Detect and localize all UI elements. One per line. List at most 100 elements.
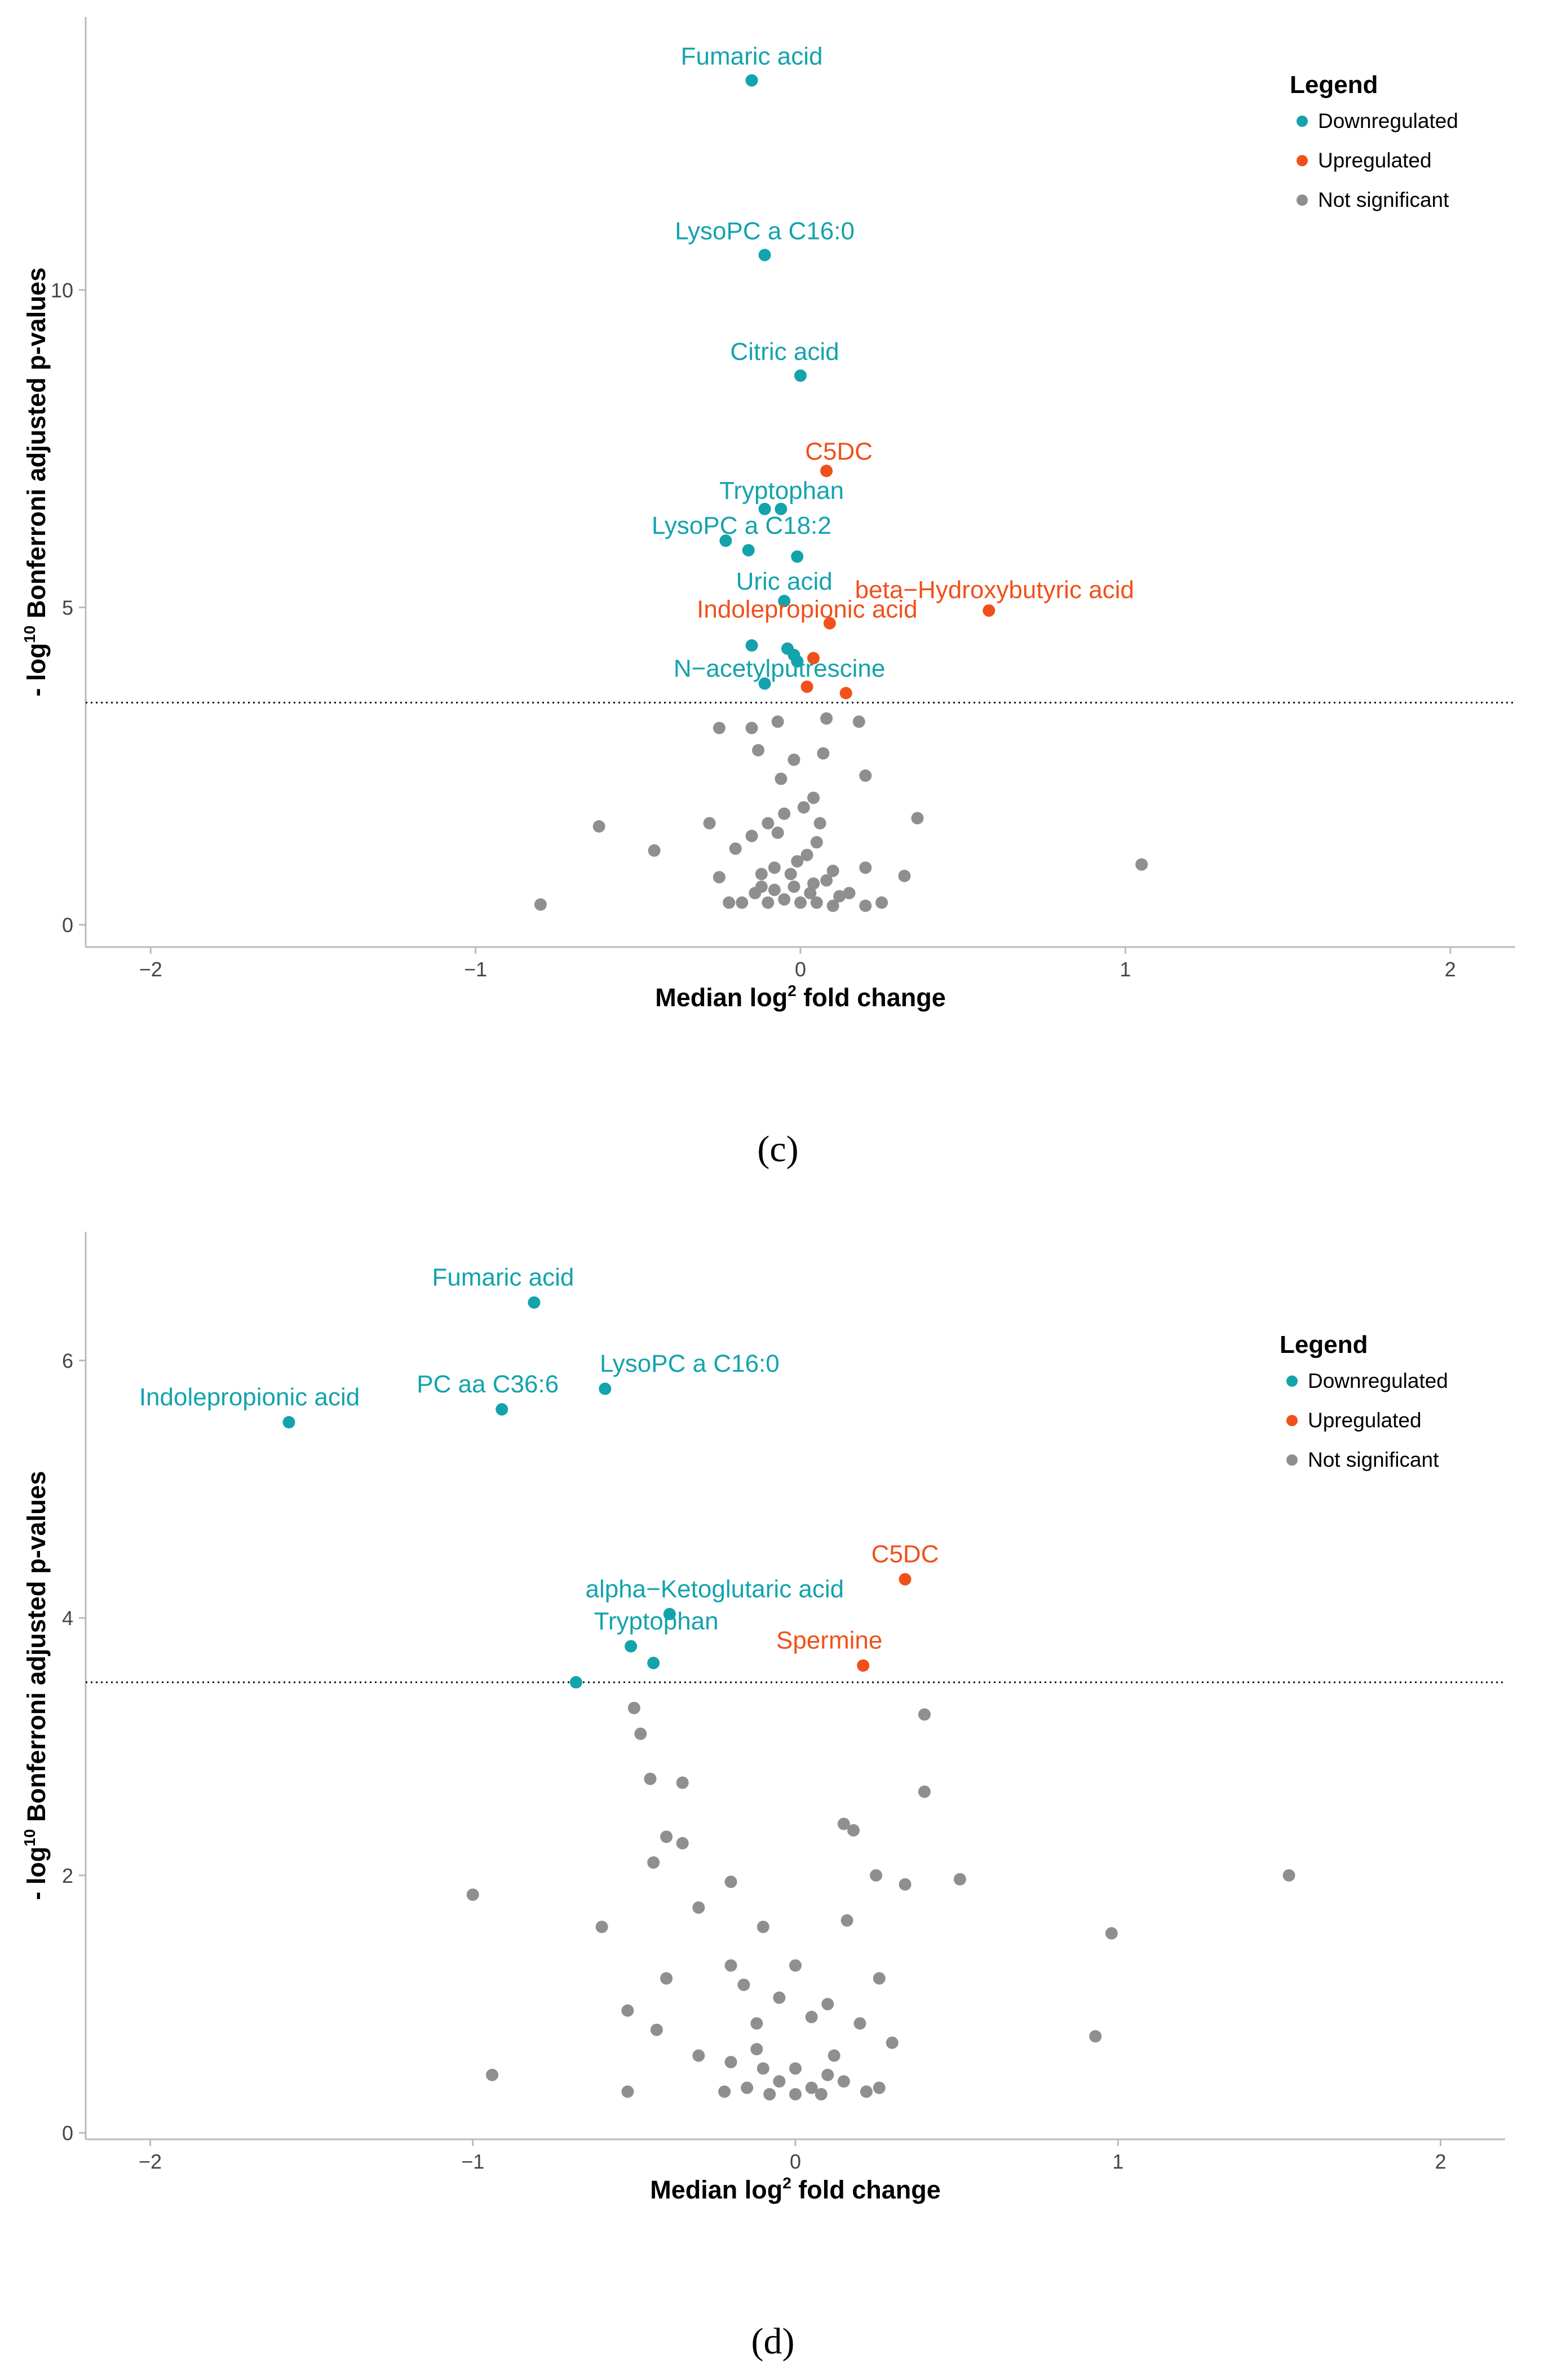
- upregulated-point: [983, 604, 996, 617]
- legend-swatch-upregulated: [1286, 1415, 1298, 1426]
- not-significant-point: [752, 744, 765, 757]
- y-axis-title: - log10 Bonferroni adjusted p-values: [21, 1471, 51, 1900]
- not-significant-point: [595, 1921, 608, 1934]
- legend-swatch-not-significant: [1286, 1454, 1298, 1466]
- upregulated-point: [839, 687, 852, 700]
- not-significant-point: [755, 881, 768, 893]
- y-tick-label: 4: [62, 1607, 73, 1630]
- downregulated-point: [775, 502, 788, 515]
- not-significant-point: [724, 2055, 737, 2068]
- not-significant-point: [847, 1824, 860, 1837]
- not-significant-point: [813, 817, 826, 830]
- y-tick-label: 2: [62, 1864, 73, 1887]
- not-significant-point: [873, 1972, 886, 1985]
- not-significant-point: [676, 1837, 689, 1850]
- not-significant-point: [886, 2036, 899, 2049]
- not-significant-point: [768, 883, 781, 896]
- not-significant-point: [724, 1875, 737, 1888]
- not-significant-point: [794, 896, 807, 909]
- not-significant-point: [534, 898, 547, 911]
- not-significant-point: [898, 869, 911, 882]
- not-significant-point: [843, 887, 856, 900]
- point-label: Citric acid: [730, 338, 839, 365]
- not-significant-point: [756, 2062, 769, 2075]
- not-significant-point: [755, 868, 768, 881]
- upregulated-point: [899, 1573, 912, 1586]
- not-significant-point: [788, 881, 800, 893]
- not-significant-point: [789, 2088, 802, 2101]
- legend-entry-downregulated: Downregulated: [1318, 109, 1458, 132]
- not-significant-point: [807, 877, 820, 890]
- legend-entry-not-significant: Not significant: [1308, 1448, 1439, 1471]
- not-significant-point: [859, 861, 872, 874]
- x-tick-label: −2: [139, 958, 162, 981]
- point-label: C5DC: [871, 1541, 939, 1568]
- not-significant-point: [953, 1873, 966, 1886]
- not-significant-point: [815, 2088, 828, 2101]
- not-significant-point: [828, 2049, 840, 2062]
- x-tick-label: −2: [139, 2150, 162, 2173]
- not-significant-point: [745, 722, 758, 735]
- point-label: LysoPC a C18:2: [652, 512, 831, 539]
- x-tick-label: 0: [790, 2150, 801, 2173]
- not-significant-point: [837, 1817, 850, 1830]
- not-significant-point: [741, 2081, 754, 2094]
- not-significant-point: [837, 2075, 850, 2088]
- y-tick-label: 6: [62, 1349, 73, 1372]
- point-label: Indolepropionic acid: [139, 1383, 360, 1411]
- not-significant-point: [789, 2062, 802, 2075]
- not-significant-point: [899, 1878, 912, 1891]
- legend-entry-downregulated: Downregulated: [1308, 1369, 1448, 1392]
- not-significant-point: [775, 772, 788, 785]
- not-significant-point: [771, 715, 784, 728]
- not-significant-point: [875, 896, 888, 909]
- not-significant-point: [647, 1856, 660, 1869]
- not-significant-point: [771, 826, 784, 839]
- not-significant-point: [873, 2081, 886, 2094]
- legend-title: Legend: [1280, 1331, 1368, 1359]
- x-axis-title: Median log2 fold change: [655, 982, 946, 1012]
- legend-entry-upregulated: Upregulated: [1308, 1409, 1422, 1432]
- point-label: alpha−Ketoglutaric acid: [585, 1575, 844, 1603]
- upregulated-point: [823, 617, 836, 630]
- upregulated-point: [820, 465, 833, 477]
- not-significant-point: [1282, 1869, 1295, 1882]
- not-significant-point: [466, 1888, 479, 1901]
- not-significant-point: [791, 855, 804, 868]
- legend-swatch-not-significant: [1297, 194, 1308, 206]
- x-axis-title: Median log2 fold change: [650, 2174, 941, 2204]
- downregulated-point: [758, 677, 771, 690]
- x-tick-label: 2: [1445, 958, 1456, 981]
- point-label: Spermine: [776, 1627, 882, 1655]
- downregulated-point: [794, 369, 807, 382]
- downregulated-point: [745, 639, 758, 652]
- not-significant-point: [860, 2085, 873, 2098]
- point-label: beta−Hydroxybutyric acid: [855, 576, 1134, 604]
- not-significant-point: [797, 801, 810, 814]
- not-significant-point: [756, 1921, 769, 1934]
- not-significant-point: [821, 2068, 834, 2081]
- legend: Legend Downregulated Upregulated Not signif…: [1280, 1331, 1448, 1471]
- legend-title: Legend: [1290, 71, 1378, 99]
- not-significant-point: [762, 896, 775, 909]
- not-significant-point: [692, 2049, 705, 2062]
- not-significant-point: [650, 2023, 663, 2036]
- point-label: Fumaric acid: [432, 1264, 574, 1291]
- not-significant-point: [820, 874, 833, 887]
- not-significant-point: [676, 1776, 689, 1789]
- point-label: C5DC: [805, 437, 873, 465]
- not-significant-point: [870, 1869, 883, 1882]
- not-significant-point: [911, 812, 924, 825]
- not-significant-point: [703, 817, 716, 830]
- y-tick-label: 10: [51, 278, 73, 302]
- upregulated-point: [807, 652, 820, 665]
- not-significant-point: [804, 887, 817, 900]
- not-significant-point: [817, 747, 830, 760]
- not-significant-point: [807, 791, 820, 804]
- not-significant-point: [750, 2043, 763, 2056]
- downregulated-point: [496, 1403, 508, 1416]
- legend: Legend Downregulated Upregulated Not signif…: [1290, 71, 1458, 211]
- not-significant-point: [736, 896, 749, 909]
- not-significant-point: [713, 722, 725, 735]
